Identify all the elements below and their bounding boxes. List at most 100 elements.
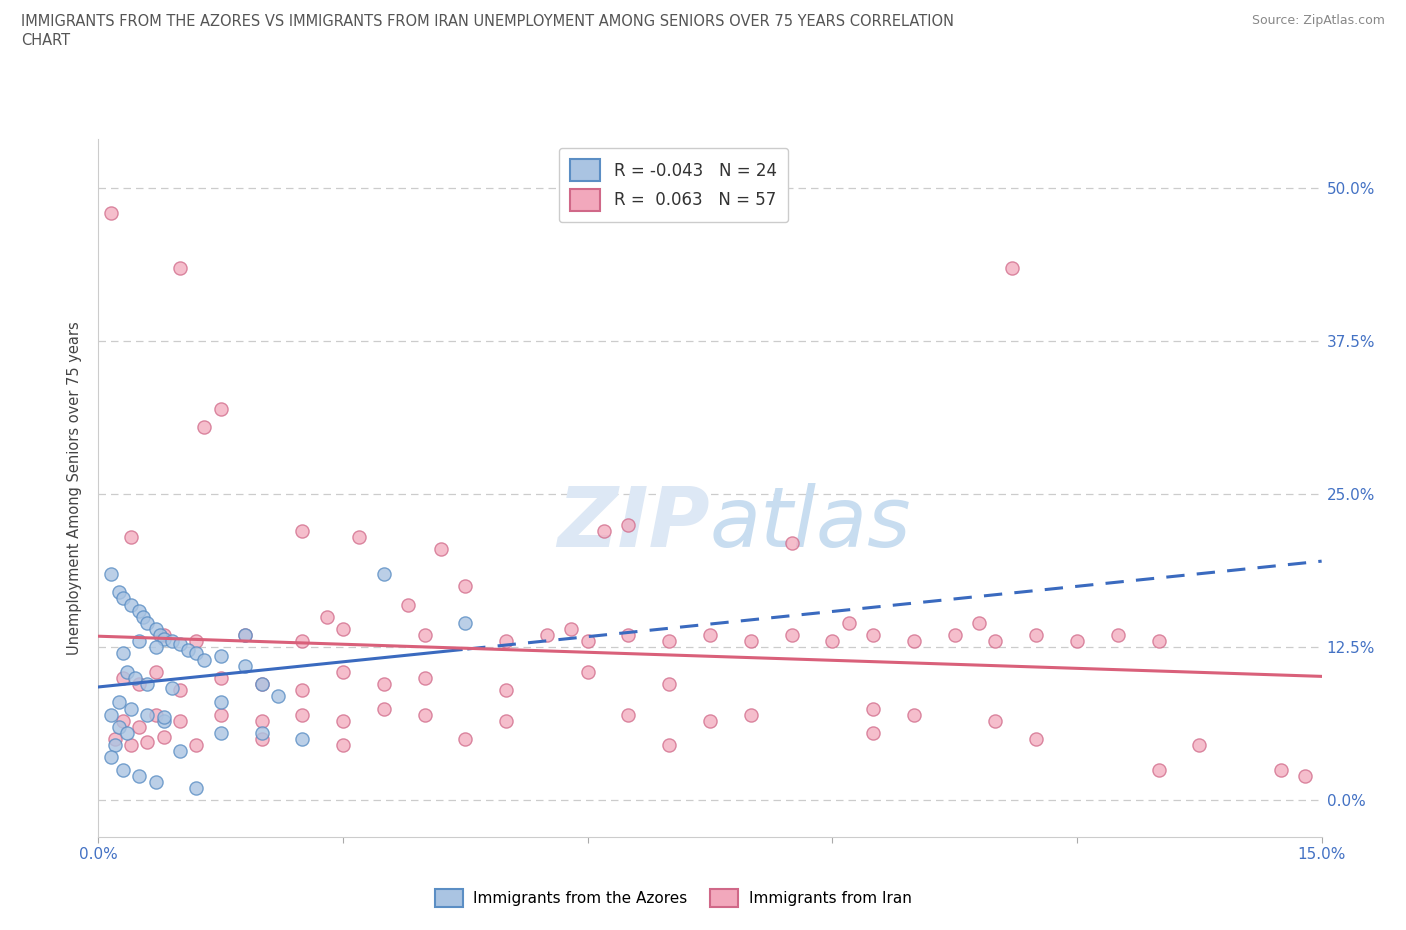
Point <box>250 713 273 728</box>
Point <box>862 701 884 716</box>
Point <box>145 640 167 655</box>
Point <box>186 737 208 752</box>
Point <box>454 578 477 593</box>
Point <box>209 648 232 663</box>
Point <box>136 707 159 722</box>
Point <box>315 609 337 624</box>
Point <box>495 713 517 728</box>
Point <box>152 631 174 646</box>
Point <box>233 658 256 673</box>
Point <box>111 763 134 777</box>
Point <box>250 732 273 747</box>
Point <box>100 206 122 220</box>
Point <box>136 734 159 749</box>
Point <box>145 775 167 790</box>
Point <box>658 677 681 692</box>
Point <box>177 643 200 658</box>
Point <box>1066 633 1088 648</box>
Point <box>658 737 681 752</box>
Point <box>152 713 174 728</box>
Point <box>128 604 150 618</box>
Point <box>124 671 146 685</box>
Point <box>1188 737 1211 752</box>
Point <box>373 701 395 716</box>
Point <box>160 633 183 648</box>
Point <box>780 628 803 643</box>
Point <box>413 628 436 643</box>
Point <box>120 597 142 612</box>
Point <box>169 260 191 275</box>
Legend: Immigrants from the Azores, Immigrants from Iran: Immigrants from the Azores, Immigrants f… <box>429 884 918 913</box>
Point <box>1294 768 1316 783</box>
Point <box>396 597 419 612</box>
Point <box>780 536 803 551</box>
Point <box>111 713 134 728</box>
Point <box>617 628 640 643</box>
Point <box>169 683 191 698</box>
Point <box>1107 628 1129 643</box>
Point <box>495 683 517 698</box>
Point <box>100 566 122 581</box>
Point <box>373 566 395 581</box>
Point <box>593 524 616 538</box>
Point <box>108 585 131 600</box>
Point <box>250 677 273 692</box>
Point <box>209 725 232 740</box>
Point <box>495 633 517 648</box>
Point <box>903 707 925 722</box>
Point <box>1270 763 1292 777</box>
Point <box>186 646 208 661</box>
Point <box>128 633 150 648</box>
Point <box>128 677 150 692</box>
Text: ZIP: ZIP <box>557 483 710 564</box>
Point <box>617 707 640 722</box>
Point <box>111 591 134 605</box>
Point <box>862 725 884 740</box>
Point <box>967 616 990 631</box>
Point <box>291 707 314 722</box>
Point <box>560 621 582 636</box>
Point <box>250 677 273 692</box>
Point <box>108 695 131 710</box>
Point <box>984 713 1007 728</box>
Text: IMMIGRANTS FROM THE AZORES VS IMMIGRANTS FROM IRAN UNEMPLOYMENT AMONG SENIORS OV: IMMIGRANTS FROM THE AZORES VS IMMIGRANTS… <box>21 14 955 29</box>
Point <box>145 707 167 722</box>
Point <box>291 524 314 538</box>
Point <box>149 628 172 643</box>
Point <box>186 633 208 648</box>
Point <box>169 744 191 759</box>
Point <box>838 616 860 631</box>
Point <box>740 707 762 722</box>
Point <box>740 633 762 648</box>
Y-axis label: Unemployment Among Seniors over 75 years: Unemployment Among Seniors over 75 years <box>67 322 83 655</box>
Point <box>267 689 290 704</box>
Point <box>291 732 314 747</box>
Point <box>1147 633 1170 648</box>
Point <box>145 621 167 636</box>
Point <box>209 401 232 416</box>
Point <box>536 628 558 643</box>
Point <box>160 680 183 695</box>
Point <box>332 664 354 679</box>
Point <box>128 768 150 783</box>
Point <box>169 636 191 651</box>
Point <box>373 677 395 692</box>
Point <box>699 713 721 728</box>
Point <box>186 780 208 795</box>
Point <box>104 732 127 747</box>
Point <box>821 633 844 648</box>
Point <box>111 646 134 661</box>
Point <box>152 729 174 744</box>
Point <box>413 707 436 722</box>
Point <box>132 609 155 624</box>
Point <box>136 616 159 631</box>
Point <box>576 664 599 679</box>
Point <box>984 633 1007 648</box>
Text: CHART: CHART <box>21 33 70 47</box>
Point <box>454 732 477 747</box>
Point <box>454 616 477 631</box>
Point <box>145 664 167 679</box>
Point <box>128 720 150 735</box>
Point <box>108 720 131 735</box>
Point <box>193 652 215 667</box>
